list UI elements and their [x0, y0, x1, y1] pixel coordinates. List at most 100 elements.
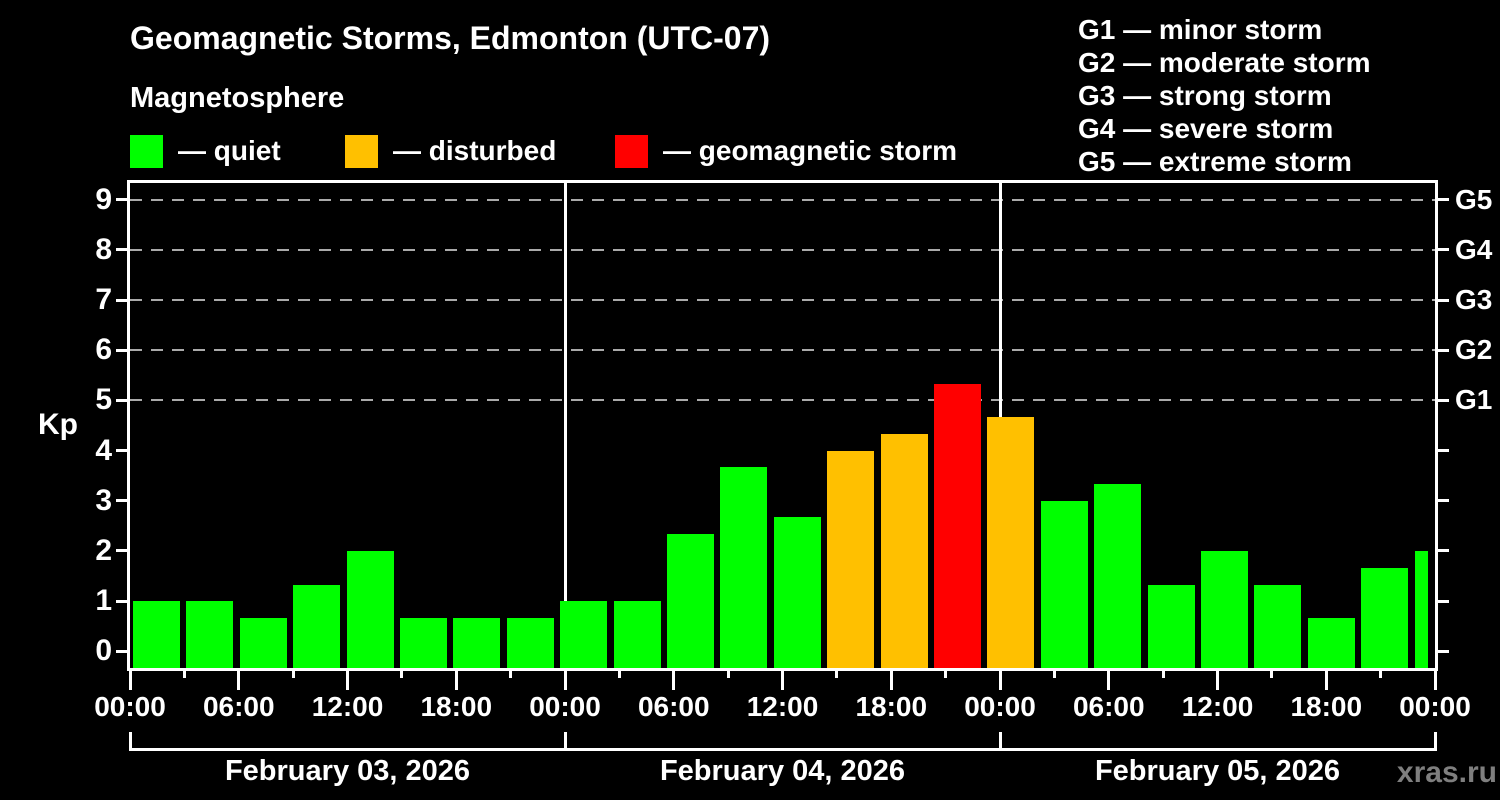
storm-color-swatch: [615, 134, 648, 168]
x-axis-tick: [1107, 668, 1111, 690]
storm-scale-line-g2: G2 — moderate storm: [1078, 47, 1371, 78]
x-axis-tick: [944, 668, 948, 678]
legend-label: — quiet: [178, 135, 281, 166]
kp-bar: [613, 601, 661, 668]
x-axis-tick: [1379, 668, 1383, 678]
x-hour-label: 00:00: [964, 691, 1036, 722]
x-axis-tick: [998, 668, 1002, 690]
x-axis-tick: [346, 668, 349, 690]
storm-scale-line-g5: G5 — extreme storm: [1078, 146, 1352, 177]
date-bracket-riser: [998, 732, 1002, 751]
g-scale-label-g5: G5: [1455, 183, 1493, 215]
x-hour-label: 18:00: [420, 691, 493, 722]
date-bracket-riser: [563, 732, 567, 751]
storm-scale-line-g4: G4 — severe storm: [1078, 113, 1334, 144]
g-scale-label-g2: G2: [1455, 334, 1493, 366]
watermark: xras.ru: [1396, 756, 1497, 789]
kp-bar: [1254, 584, 1302, 668]
y-tick-label: 2: [95, 533, 112, 567]
x-axis-tick: [835, 668, 839, 678]
y-axis-tick: [116, 298, 130, 302]
x-axis-tick: [563, 668, 567, 690]
grid-line-kp5: [130, 399, 1435, 402]
x-axis-tick: [889, 668, 893, 690]
kp-bar: [1201, 550, 1248, 668]
kp-bar: [1147, 584, 1195, 668]
storm-scale-legend: G1 — minor storm G2 — moderate storm G3 …: [1078, 13, 1371, 178]
y-axis-tick-right: [1435, 599, 1449, 603]
kp-bar: [239, 617, 287, 668]
x-hour-label: 12:00: [1181, 691, 1254, 722]
x-axis-tick: [1324, 668, 1328, 690]
y-axis-tick: [116, 599, 130, 603]
y-tick-label: 1: [95, 584, 112, 618]
kp-bar: [1040, 500, 1088, 668]
plot-area: [130, 183, 1435, 668]
kp-bar-partial: [1414, 550, 1428, 668]
x-hour-label: 00:00: [94, 691, 166, 722]
g-scale-label-g1: G1: [1455, 384, 1493, 416]
x-axis-tick: [1270, 668, 1274, 678]
x-axis-tick: [672, 668, 676, 690]
x-axis-tick: [509, 668, 513, 678]
g-scale-label-g4: G4: [1455, 233, 1493, 265]
legend-item-storm: — geomagnetic storm: [615, 133, 957, 169]
kp-bar: [667, 534, 714, 668]
y-axis-tick-right: [1435, 398, 1449, 402]
x-axis-tick: [128, 668, 132, 690]
legend-item-quiet: — quiet: [130, 133, 281, 169]
date-label: February 03, 2026: [224, 755, 471, 787]
legend-label: — disturbed: [393, 135, 557, 166]
y-tick-label: 9: [95, 182, 112, 216]
kp-bar: [1094, 484, 1142, 668]
x-axis-tick: [1161, 668, 1165, 678]
x-axis-tick: [400, 668, 404, 678]
y-tick-label: 4: [95, 433, 112, 467]
y-axis-tick-right: [1435, 198, 1449, 202]
x-axis-tick: [1052, 668, 1056, 678]
storm-scale-line-g3: G3 — strong storm: [1078, 80, 1332, 111]
y-tick-label: 0: [95, 634, 112, 668]
kp-bar: [827, 450, 875, 668]
y-axis-tick: [116, 499, 130, 503]
kp-bar: [720, 467, 768, 668]
kp-bar: [346, 550, 394, 668]
y-tick-label: 7: [95, 283, 112, 317]
y-axis-tick: [116, 198, 130, 202]
x-hour-label: 18:00: [855, 691, 928, 722]
y-axis-tick: [116, 398, 130, 402]
grid-line-kp8: [130, 248, 1435, 251]
x-hour-label: 12:00: [311, 691, 384, 722]
y-axis-tick-right: [1435, 499, 1449, 503]
x-hour-label: 00:00: [529, 691, 601, 722]
x-axis-tick: [1433, 668, 1437, 690]
y-axis-tick: [116, 348, 130, 352]
x-axis-tick: [1216, 668, 1219, 690]
x-axis-tick: [617, 668, 621, 678]
y-axis-tick-right: [1435, 549, 1449, 553]
page-title: Geomagnetic Storms, Edmonton (UTC-07): [130, 20, 771, 56]
grid-line-kp6: [130, 349, 1435, 352]
y-axis-tick: [116, 549, 130, 553]
disturbed-color-swatch: [345, 134, 378, 168]
legend-label: — geomagnetic storm: [663, 135, 958, 166]
kp-bar: [186, 601, 234, 668]
x-axis-tick: [291, 668, 295, 678]
y-tick-label: 5: [95, 383, 112, 417]
x-hour-label: 00:00: [1399, 691, 1471, 722]
date-label: February 05, 2026: [1094, 755, 1341, 787]
quiet-color-swatch: [130, 134, 163, 168]
x-axis-tick: [454, 668, 458, 690]
x-hour-label: 06:00: [637, 691, 710, 722]
y-tick-label: 6: [95, 333, 112, 367]
y-axis-tick-right: [1435, 649, 1449, 653]
x-hour-label: 06:00: [1072, 691, 1145, 722]
x-hour-label: 06:00: [202, 691, 275, 722]
kp-bar: [1307, 617, 1355, 668]
x-hour-label: 12:00: [746, 691, 819, 722]
kp-bar: [560, 601, 608, 668]
y-axis-tick-right: [1435, 348, 1449, 352]
day-separator-line: [563, 183, 567, 668]
storm-scale-line-g1: G1 — minor storm: [1078, 14, 1323, 45]
kp-bar: [773, 517, 821, 668]
